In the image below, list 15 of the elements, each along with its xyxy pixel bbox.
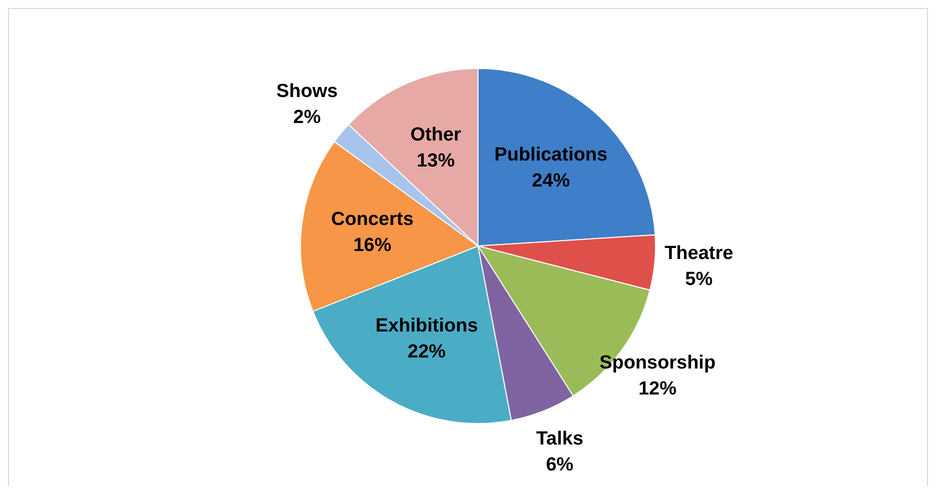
slice-label: Talks <box>536 428 584 450</box>
data-label: 12% <box>638 378 677 400</box>
slice-label: Other <box>410 124 462 146</box>
data-label: 22% <box>408 342 446 363</box>
slice-label: Publications <box>494 144 608 166</box>
data-label: 13% <box>416 150 455 172</box>
slice-label: Concerts <box>331 208 414 230</box>
data-label: 16% <box>353 234 392 256</box>
data-label: 2% <box>293 106 321 128</box>
data-label: 6% <box>546 454 574 476</box>
slice-label: Theatre <box>664 243 734 264</box>
slice-label: Exhibitions <box>375 316 478 337</box>
slice-label: Shows <box>276 80 338 102</box>
data-label: 24% <box>532 170 570 192</box>
data-label: 5% <box>685 269 713 290</box>
